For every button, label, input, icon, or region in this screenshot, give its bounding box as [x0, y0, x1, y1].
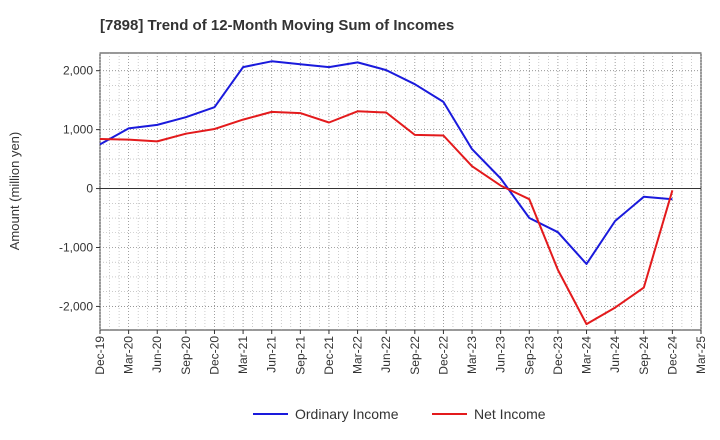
- x-tick-label: Sep-21: [293, 336, 307, 375]
- x-tick-label: Dec-22: [436, 336, 450, 375]
- y-axis-label: Amount (million yen): [7, 132, 22, 251]
- chart-title: [7898] Trend of 12-Month Moving Sum of I…: [100, 17, 454, 34]
- x-tick-label: Mar-22: [351, 336, 365, 374]
- x-axis: Dec-19 Mar-20 Jun-20 Sep-20 Dec-20 Mar-21 Jun-…: [93, 330, 708, 375]
- x-tick-label: Sep-22: [408, 336, 422, 375]
- x-tick-label: Dec-20: [207, 336, 221, 375]
- y-tick-label: 0: [86, 182, 93, 196]
- y-tick-label: 2,000: [63, 64, 93, 78]
- x-tick-label: Mar-21: [236, 336, 250, 374]
- x-tick-label: Jun-21: [265, 336, 279, 373]
- plot-area: [99, 52, 702, 331]
- grid-lines: [99, 53, 702, 330]
- x-tick-label: Sep-23: [522, 336, 536, 375]
- x-tick-label: Jun-20: [150, 336, 164, 373]
- series-line-ordinary-income: [99, 60, 673, 265]
- y-tick-label: -2,000: [59, 299, 93, 313]
- x-tick-label: Jun-23: [494, 336, 508, 373]
- x-tick-label: Dec-19: [93, 336, 107, 375]
- series-lines: [99, 60, 674, 326]
- x-tick-label: Sep-20: [179, 336, 193, 375]
- y-tick-label: -1,000: [59, 240, 93, 254]
- x-tick-label: Jun-24: [608, 336, 622, 373]
- x-tick-label: Jun-22: [379, 336, 393, 373]
- legend: Ordinary Income Net Income: [253, 406, 546, 422]
- x-tick-label: Dec-21: [322, 336, 336, 375]
- x-tick-label: Sep-24: [637, 336, 651, 375]
- y-axis: 2,000 1,000 0 -1,000 -2,000: [59, 64, 100, 313]
- legend-label-ordinary-income: Ordinary Income: [295, 406, 399, 422]
- series-line-net-income: [99, 110, 674, 326]
- legend-label-net-income: Net Income: [474, 406, 546, 422]
- x-tick-label: Dec-24: [665, 336, 679, 375]
- x-tick-label: Mar-25: [694, 336, 708, 374]
- x-tick-label: Mar-20: [122, 336, 136, 374]
- x-tick-label: Dec-23: [551, 336, 565, 375]
- y-tick-label: 1,000: [63, 123, 93, 137]
- x-tick-label: Mar-23: [465, 336, 479, 374]
- x-tick-label: Mar-24: [580, 336, 594, 374]
